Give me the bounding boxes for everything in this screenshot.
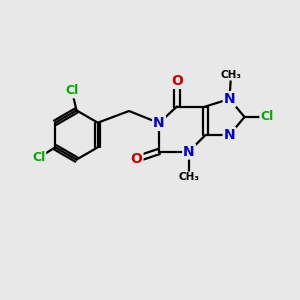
Text: N: N xyxy=(224,92,235,106)
Text: CH₃: CH₃ xyxy=(220,70,242,80)
Text: O: O xyxy=(171,74,183,88)
Text: Cl: Cl xyxy=(260,110,274,124)
Text: N: N xyxy=(183,145,195,158)
Text: O: O xyxy=(130,152,142,166)
Text: N: N xyxy=(224,128,235,142)
Text: Cl: Cl xyxy=(65,84,79,98)
Text: Cl: Cl xyxy=(32,151,45,164)
Text: CH₃: CH₃ xyxy=(178,172,200,182)
Text: N: N xyxy=(153,116,165,130)
